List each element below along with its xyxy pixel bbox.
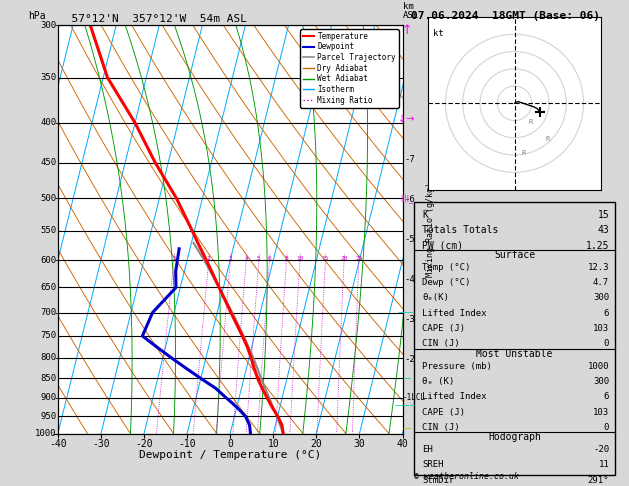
- Text: -20: -20: [593, 445, 609, 454]
- Text: 11: 11: [598, 460, 609, 469]
- Text: ——: ——: [398, 308, 415, 317]
- Text: -1LCL: -1LCL: [403, 393, 426, 402]
- Text: 0: 0: [604, 423, 609, 432]
- Text: θₑ (K): θₑ (K): [422, 377, 454, 386]
- Text: kt: kt: [433, 29, 444, 38]
- Text: 103: 103: [593, 408, 609, 417]
- Text: 1000: 1000: [35, 429, 56, 438]
- Text: SREH: SREH: [422, 460, 443, 469]
- Text: 291°: 291°: [587, 476, 609, 485]
- Text: 550: 550: [40, 226, 56, 235]
- Text: 650: 650: [40, 283, 56, 292]
- Text: CIN (J): CIN (J): [422, 423, 460, 432]
- Text: 5: 5: [257, 257, 260, 261]
- Text: 43: 43: [598, 225, 609, 235]
- Text: Most Unstable: Most Unstable: [476, 348, 553, 359]
- Text: 800: 800: [40, 353, 56, 363]
- Text: 300: 300: [593, 294, 609, 302]
- Text: 07.06.2024  18GMT (Base: 06): 07.06.2024 18GMT (Base: 06): [411, 11, 600, 21]
- Text: Surface: Surface: [494, 250, 535, 260]
- Text: 20: 20: [340, 257, 348, 261]
- Text: CIN (J): CIN (J): [422, 339, 460, 348]
- Text: 500: 500: [40, 194, 56, 203]
- Text: © weatheronline.co.uk: © weatheronline.co.uk: [414, 472, 519, 481]
- Text: km
ASL: km ASL: [403, 2, 419, 20]
- Text: 950: 950: [40, 412, 56, 420]
- Text: Lifted Index: Lifted Index: [422, 309, 486, 318]
- Text: 300: 300: [40, 21, 56, 30]
- Text: 350: 350: [40, 73, 56, 82]
- Text: Mixing Ratio (g/kg): Mixing Ratio (g/kg): [426, 182, 435, 277]
- Text: R: R: [521, 150, 526, 156]
- Legend: Temperature, Dewpoint, Parcel Trajectory, Dry Adiabat, Wet Adiabat, Isotherm, Mi: Temperature, Dewpoint, Parcel Trajectory…: [300, 29, 399, 107]
- Text: 25: 25: [355, 257, 362, 261]
- Text: 15: 15: [321, 257, 329, 261]
- Text: 3: 3: [228, 257, 232, 261]
- Text: IIII_: IIII_: [400, 194, 413, 203]
- Text: CAPE (J): CAPE (J): [422, 324, 465, 333]
- Text: 8: 8: [284, 257, 288, 261]
- Text: ↓→: ↓→: [398, 114, 415, 123]
- Text: —: —: [402, 374, 411, 383]
- Text: 6: 6: [604, 309, 609, 318]
- Text: 850: 850: [40, 374, 56, 383]
- Text: ———: ———: [395, 401, 418, 410]
- Text: 6: 6: [604, 392, 609, 401]
- Text: hPa: hPa: [28, 11, 46, 21]
- Text: EH: EH: [422, 445, 433, 454]
- Text: 300: 300: [593, 377, 609, 386]
- Text: Dewp (°C): Dewp (°C): [422, 278, 470, 287]
- Text: 400: 400: [40, 118, 56, 127]
- Text: 1000: 1000: [587, 362, 609, 371]
- Text: CAPE (J): CAPE (J): [422, 408, 465, 417]
- Text: 2: 2: [207, 257, 211, 261]
- Text: 750: 750: [40, 331, 56, 341]
- Text: 0: 0: [604, 339, 609, 348]
- Text: R: R: [528, 119, 533, 125]
- Text: Temp (°C): Temp (°C): [422, 263, 470, 272]
- Text: 600: 600: [40, 256, 56, 265]
- Text: PW (cm): PW (cm): [422, 241, 463, 251]
- Text: K: K: [422, 210, 428, 220]
- Text: Totals Totals: Totals Totals: [422, 225, 498, 235]
- Text: Lifted Index: Lifted Index: [422, 392, 486, 401]
- Text: ↑: ↑: [401, 24, 411, 37]
- Text: 6: 6: [267, 257, 271, 261]
- Text: 1.25: 1.25: [586, 241, 609, 251]
- Text: 700: 700: [40, 308, 56, 317]
- Text: 12.3: 12.3: [587, 263, 609, 272]
- Text: 10: 10: [296, 257, 304, 261]
- Text: 900: 900: [40, 393, 56, 402]
- Text: Hodograph: Hodograph: [488, 432, 541, 442]
- Text: θₑ(K): θₑ(K): [422, 294, 449, 302]
- Text: 450: 450: [40, 158, 56, 167]
- Text: 4: 4: [244, 257, 248, 261]
- Text: R: R: [545, 136, 550, 142]
- Text: 103: 103: [593, 324, 609, 333]
- Text: 1: 1: [172, 257, 175, 261]
- X-axis label: Dewpoint / Temperature (°C): Dewpoint / Temperature (°C): [139, 451, 321, 460]
- Text: 4.7: 4.7: [593, 278, 609, 287]
- Text: 15: 15: [598, 210, 609, 220]
- Text: StmDir: StmDir: [422, 476, 454, 485]
- Text: Pressure (mb): Pressure (mb): [422, 362, 492, 371]
- Text: —: —: [402, 424, 411, 433]
- Text: 57°12'N  357°12'W  54m ASL: 57°12'N 357°12'W 54m ASL: [58, 15, 247, 24]
